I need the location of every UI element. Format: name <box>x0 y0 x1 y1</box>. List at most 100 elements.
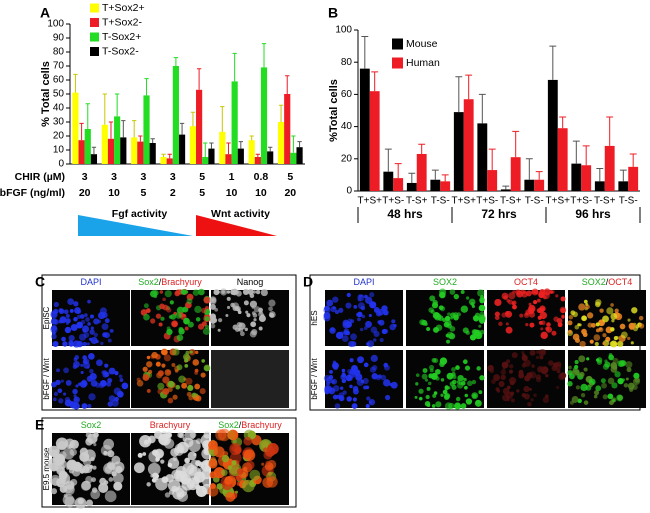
cell-signal <box>431 404 436 408</box>
error-bar <box>418 143 426 154</box>
cell-signal <box>210 483 216 490</box>
cell-signal <box>435 401 442 408</box>
error-bar <box>361 35 369 69</box>
cell-signal <box>80 371 84 375</box>
cell-signal <box>428 364 435 371</box>
cell-signal <box>98 382 105 389</box>
cell-signal <box>440 378 445 382</box>
cell-signal <box>539 367 545 372</box>
activity-wedge <box>196 215 277 236</box>
cell-signal <box>331 378 338 385</box>
error-bar <box>291 135 296 153</box>
cell-signal <box>73 360 80 368</box>
y-tick-label: 60 <box>53 75 65 86</box>
cell-signal <box>268 299 276 307</box>
cell-signal <box>426 386 431 391</box>
row-label: E9.5 mouse <box>42 447 51 490</box>
error-bar <box>173 57 179 66</box>
cell-signal <box>209 471 217 479</box>
cell-signal <box>343 328 350 334</box>
cell-signal <box>335 331 344 340</box>
x-tick-label: 3 <box>82 171 88 183</box>
cell-signal <box>192 289 200 296</box>
cell-signal <box>346 292 351 298</box>
cell-signal <box>478 390 483 395</box>
cell-signal <box>527 401 532 407</box>
cell-signal <box>528 304 536 313</box>
cell-signal <box>87 403 92 409</box>
legend-label: T+Sox2+ <box>102 2 145 14</box>
x-tick-label: T-S+ <box>594 196 616 207</box>
cell-signal <box>63 392 67 396</box>
cell-signal <box>62 481 75 494</box>
cell-signal <box>542 396 550 404</box>
cell-signal <box>421 319 428 326</box>
cell-signal <box>60 379 64 383</box>
activity-wedge <box>78 215 193 236</box>
error-bar <box>431 169 439 180</box>
cell-signal <box>93 318 100 325</box>
cell-signal <box>326 299 334 307</box>
cell-signal <box>171 321 178 327</box>
cell-signal <box>58 398 64 404</box>
cell-signal <box>69 448 77 456</box>
cell-signal <box>103 438 115 450</box>
cell-signal <box>557 322 563 328</box>
cell-signal <box>363 362 369 368</box>
cell-signal <box>446 339 451 344</box>
cell-signal <box>568 329 572 334</box>
cell-signal <box>362 377 369 385</box>
cell-signal <box>472 334 477 339</box>
bar <box>581 165 592 191</box>
cell-signal <box>181 382 188 389</box>
cell-signal <box>78 333 87 341</box>
bar <box>248 140 255 164</box>
cell-signal <box>512 304 517 310</box>
cell-signal <box>370 354 378 363</box>
cell-signal <box>452 375 457 379</box>
bar <box>430 179 441 191</box>
cell-signal <box>625 377 629 381</box>
x-tick-label: T+S- <box>382 196 404 207</box>
column-header-part: / <box>159 277 162 287</box>
cell-signal <box>630 341 634 345</box>
cell-signal <box>87 299 91 304</box>
error-bar <box>371 71 379 92</box>
cell-signal <box>415 373 420 377</box>
cell-signal <box>249 300 258 308</box>
cell-signal <box>175 289 182 295</box>
cell-signal <box>384 364 390 371</box>
bar <box>369 91 380 191</box>
cell-signal <box>84 313 88 317</box>
cell-signal <box>505 326 513 334</box>
cell-signal <box>231 289 238 295</box>
cell-signal <box>451 379 457 385</box>
cell-signal <box>158 433 171 446</box>
cell-signal <box>502 387 510 395</box>
error-bar <box>488 148 496 171</box>
column-header: DAPI <box>80 277 101 287</box>
panel-label: E <box>35 417 44 433</box>
cell-signal <box>185 377 193 385</box>
cell-signal <box>494 315 500 321</box>
cell-signal <box>209 297 217 305</box>
y-axis-label: % Total cells <box>40 61 52 127</box>
cell-signal <box>203 296 211 304</box>
cell-signal <box>456 312 461 317</box>
x-tick-label: T-S- <box>525 196 544 207</box>
cell-signal <box>389 383 393 387</box>
cell-signal <box>67 298 74 305</box>
group-label: 96 hrs <box>575 207 611 221</box>
cell-signal <box>462 359 468 365</box>
cell-signal <box>192 359 200 366</box>
cell-signal <box>253 318 257 322</box>
cell-signal <box>358 294 362 298</box>
cell-signal <box>147 462 161 476</box>
error-bar <box>108 121 114 139</box>
cell-signal <box>569 400 575 405</box>
error-bar <box>582 145 590 166</box>
cell-signal <box>83 449 96 462</box>
cell-signal <box>143 303 149 309</box>
cell-signal <box>170 313 177 320</box>
cell-signal <box>556 318 563 324</box>
